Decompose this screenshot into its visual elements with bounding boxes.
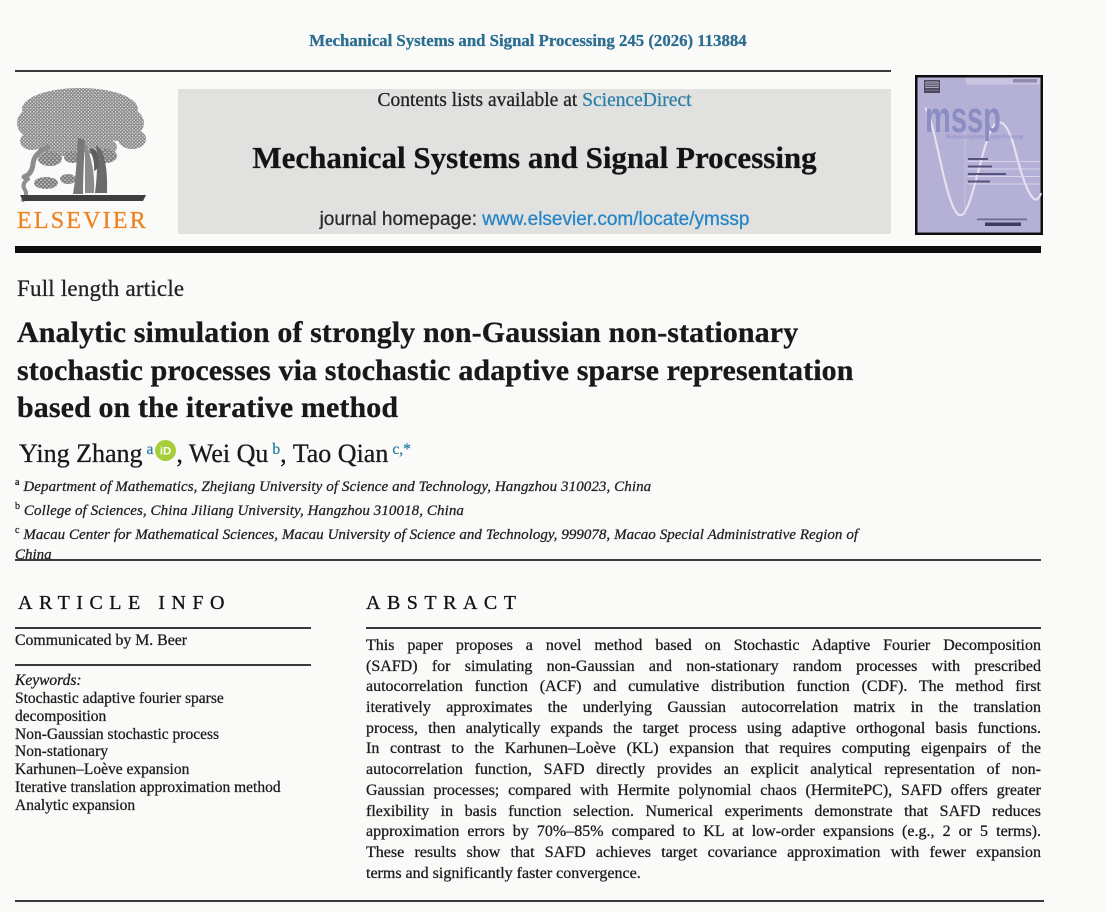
- svg-text:iD: iD: [160, 445, 171, 457]
- svg-text:Mechanical Systems & Signal Pr: Mechanical Systems & Signal Processing: [946, 134, 1024, 141]
- svg-text:mssp: mssp: [925, 92, 1001, 142]
